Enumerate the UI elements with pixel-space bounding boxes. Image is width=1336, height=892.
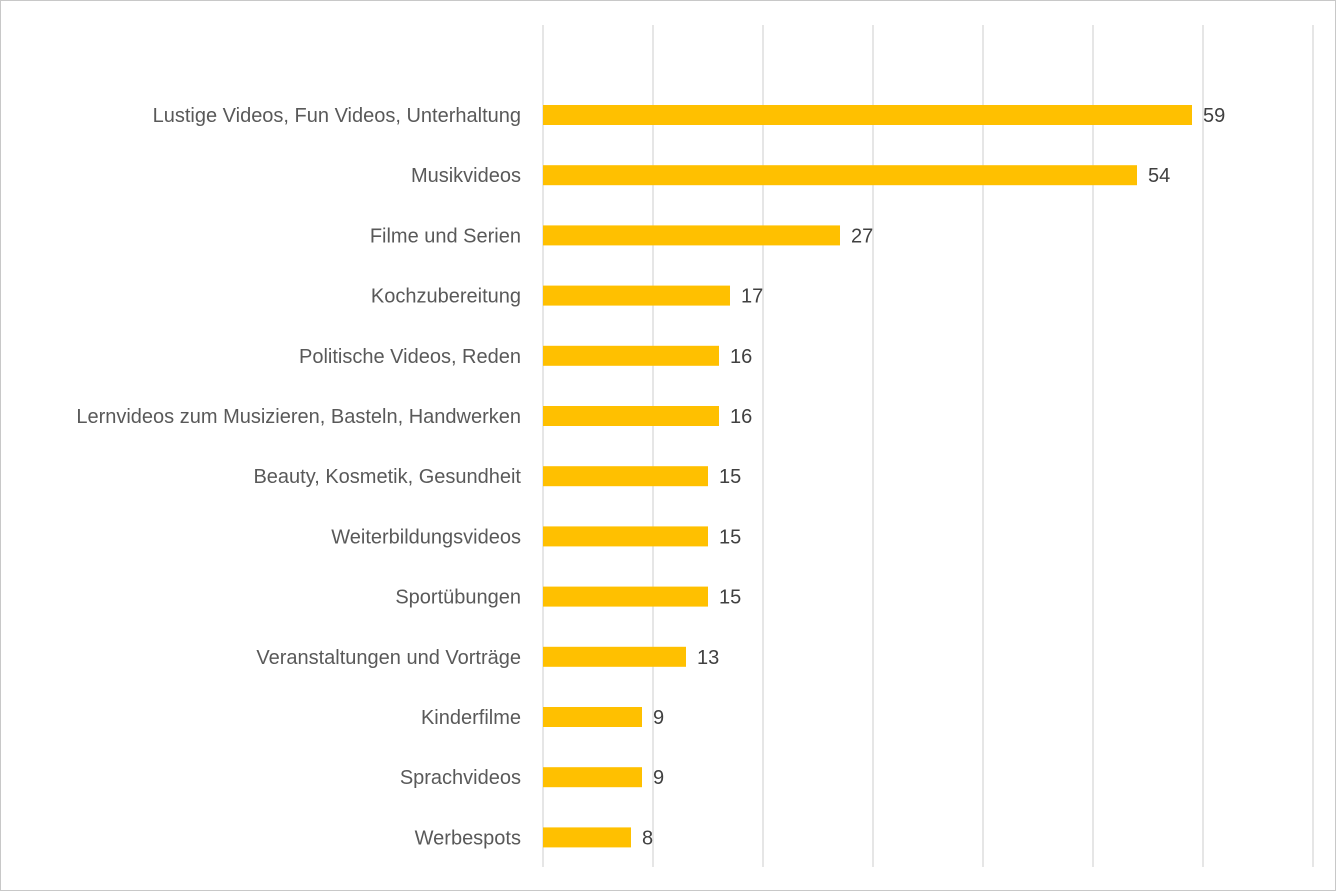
data-label: 16 [730, 406, 752, 428]
bar [543, 406, 719, 426]
category-label: Lernvideos zum Musizieren, Basteln, Hand… [76, 406, 521, 428]
data-label: 9 [653, 767, 664, 789]
data-label: 15 [719, 466, 741, 488]
bar [543, 105, 1192, 125]
bar [543, 466, 708, 487]
bar [543, 345, 719, 366]
bar [543, 165, 1137, 186]
data-label: 13 [697, 647, 719, 669]
data-label: 27 [851, 225, 873, 247]
category-label: Sprachvideos [400, 767, 521, 789]
category-label: Kinderfilme [421, 707, 521, 729]
category-label: Werbespots [415, 827, 521, 849]
category-label: Lustige Videos, Fun Videos, Unterhaltung [153, 105, 521, 127]
data-label: 8 [642, 827, 653, 849]
data-label: 17 [741, 286, 763, 308]
bar [543, 646, 686, 667]
data-label: 54 [1148, 165, 1170, 187]
category-label: Politische Videos, Reden [299, 346, 521, 368]
category-label: Kochzubereitung [371, 286, 521, 308]
bar [543, 827, 631, 848]
category-label: Beauty, Kosmetik, Gesundheit [253, 466, 521, 488]
bar [543, 285, 730, 306]
bar [543, 707, 642, 727]
data-label: 15 [719, 526, 741, 548]
data-label: 59 [1203, 105, 1225, 127]
data-labels: 59 54 27 17 16 16 15 15 15 13 9 9 8 [642, 105, 1225, 849]
bar [543, 225, 840, 246]
data-label: 15 [719, 587, 741, 609]
bar [543, 767, 642, 788]
category-label: Musikvideos [411, 165, 521, 187]
category-label: Veranstaltungen und Vorträge [256, 647, 521, 669]
gridlines [542, 25, 1314, 867]
data-label: 16 [730, 346, 752, 368]
category-label: Weiterbildungsvideos [331, 526, 521, 548]
bar [543, 586, 708, 607]
data-label: 9 [653, 707, 664, 729]
category-labels: Lustige Videos, Fun Videos, Unterhaltung… [76, 105, 521, 849]
bar [543, 526, 708, 547]
bars [543, 105, 1192, 848]
category-label: Sportübungen [395, 587, 521, 609]
category-label: Filme und Serien [370, 225, 521, 247]
